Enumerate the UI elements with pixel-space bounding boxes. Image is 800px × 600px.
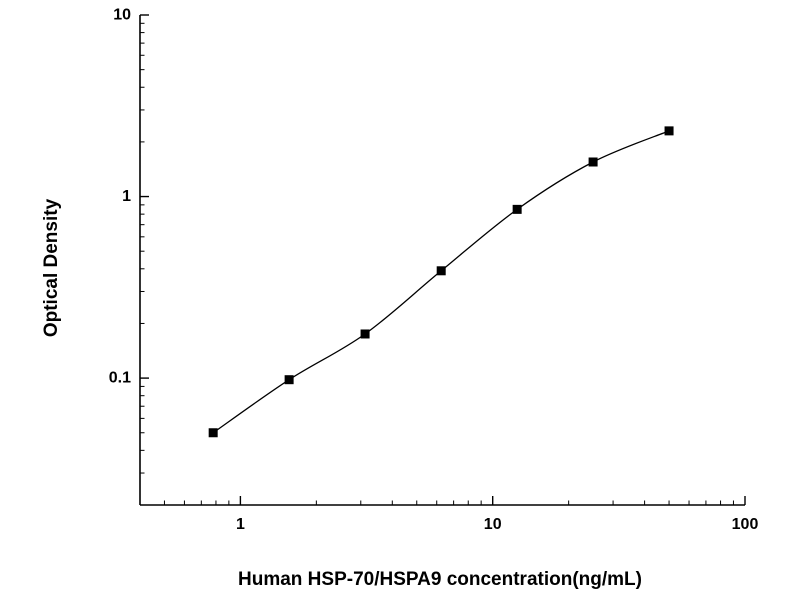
x-tick-label: 1	[236, 516, 245, 533]
data-point-marker	[664, 126, 674, 136]
data-point-marker	[360, 329, 370, 339]
y-axis-title: Optical Density	[41, 198, 62, 338]
y-tick-label: 10	[113, 7, 131, 24]
y-tick-label: 1	[122, 188, 131, 205]
data-point-marker	[208, 428, 218, 438]
data-point-marker	[436, 266, 446, 276]
data-point-marker	[588, 157, 598, 167]
y-tick-label: 0.1	[109, 370, 131, 387]
x-axis-title: Human HSP-70/HSPA9 concentration(ng/mL)	[238, 569, 642, 590]
data-point-marker	[512, 204, 522, 214]
data-point-marker	[284, 375, 294, 385]
x-tick-label: 10	[484, 516, 502, 533]
fit-curve	[212, 130, 670, 434]
x-tick-label: 100	[732, 516, 759, 533]
